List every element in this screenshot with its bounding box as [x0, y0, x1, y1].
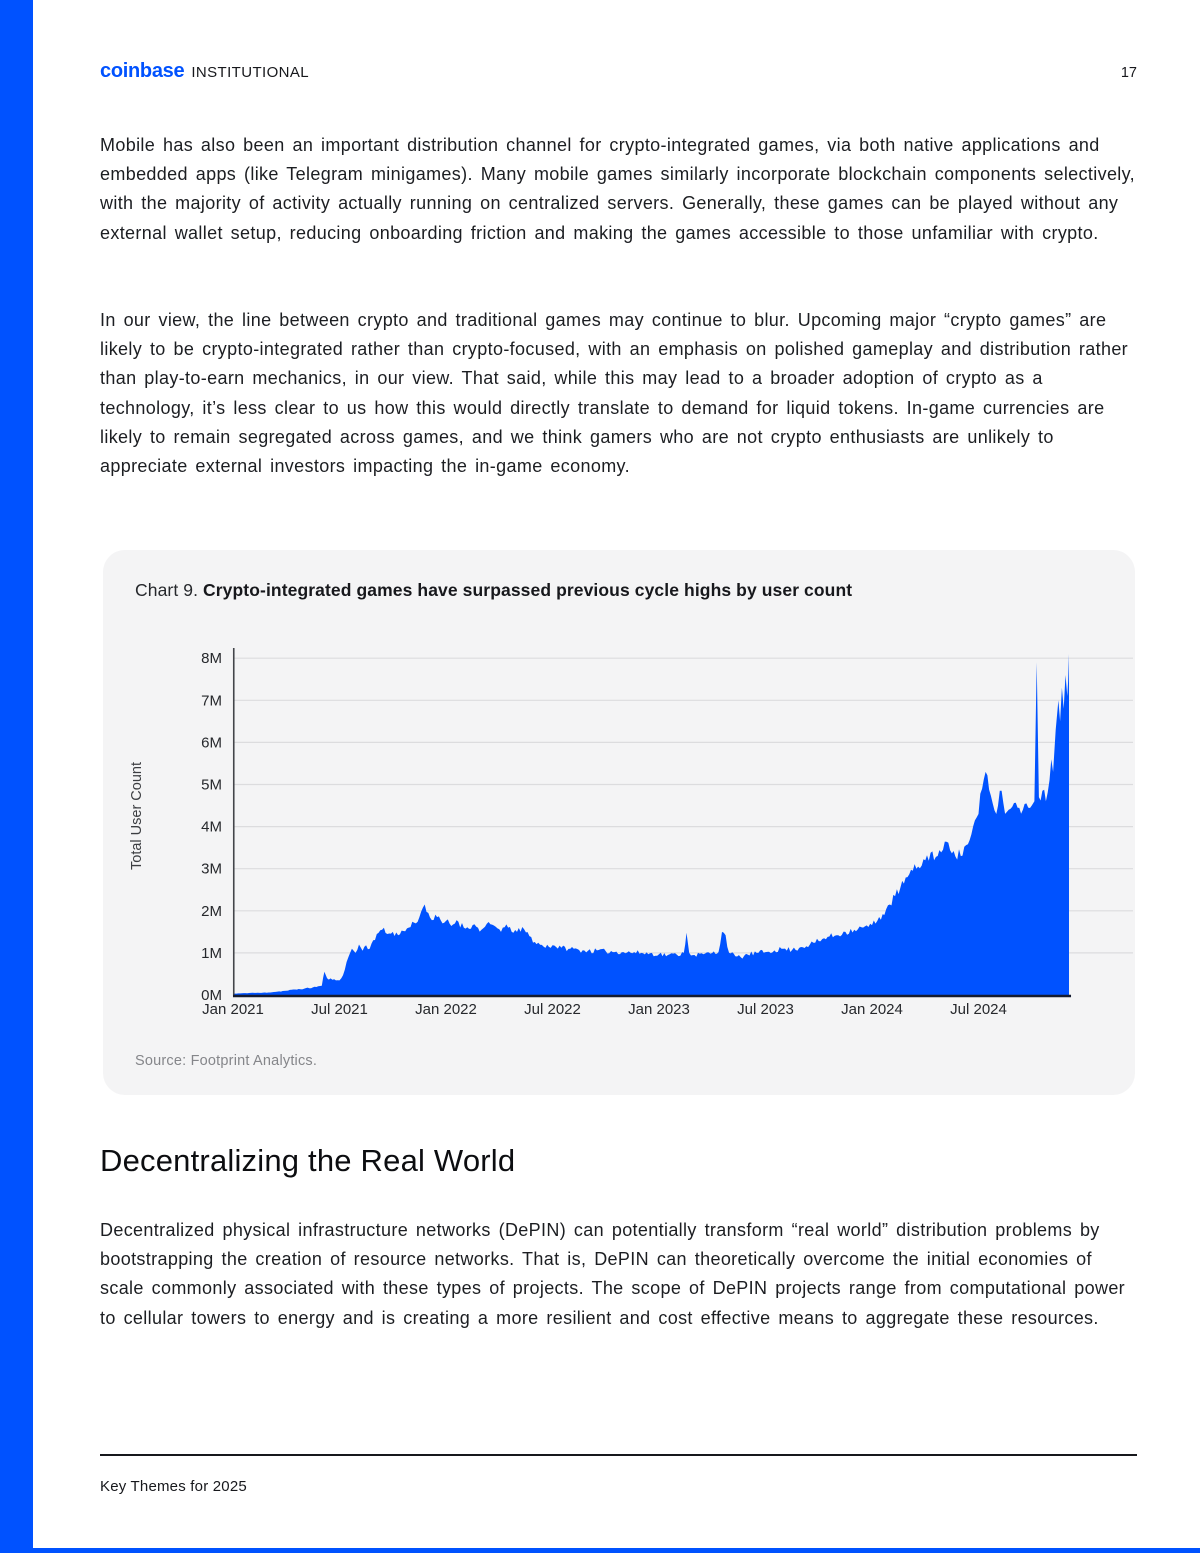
chart-title-row: Chart 9. Crypto-integrated games have su…	[135, 580, 852, 601]
total-user-count-area-chart: 0M 1M 2M 3M 4M 5M 6M 7M 8M Jan 2021 Jul 2021 Jan 20…	[129, 648, 1133, 1018]
paragraph-depin: Decentralized physical infrastructure ne…	[100, 1220, 1126, 1328]
chart-title: Crypto-integrated games have surpassed p…	[203, 580, 853, 600]
footer-title: Key Themes for 2025	[100, 1478, 247, 1495]
svg-text:Jan 2021: Jan 2021	[202, 1001, 264, 1018]
svg-text:3M: 3M	[201, 861, 222, 878]
svg-text:2M: 2M	[201, 903, 222, 920]
svg-text:6M: 6M	[201, 734, 222, 751]
chart-card: Chart 9. Crypto-integrated games have su…	[103, 550, 1135, 1095]
svg-text:7M: 7M	[201, 692, 222, 709]
svg-text:8M: 8M	[201, 650, 222, 667]
paragraph-mobile-distribution: Mobile has also been an important distri…	[100, 135, 1136, 243]
svg-text:Jul 2023: Jul 2023	[737, 1001, 794, 1018]
paragraph-crypto-games-blur: In our view, the line between crypto and…	[100, 310, 1129, 477]
bottom-accent-stripe	[0, 1548, 1200, 1553]
svg-text:Jan 2023: Jan 2023	[628, 1001, 690, 1018]
brand: coinbase INSTITUTIONAL	[100, 60, 309, 83]
svg-text:5M: 5M	[201, 777, 222, 794]
svg-text:Total User Count: Total User Count	[129, 762, 145, 870]
chart-number-label: Chart 9.	[135, 580, 199, 600]
svg-text:4M: 4M	[201, 819, 222, 836]
footer-divider	[100, 1454, 1137, 1456]
page-number: 17	[1120, 65, 1137, 81]
chart-source: Source: Footprint Analytics.	[135, 1053, 318, 1069]
svg-text:Jul 2021: Jul 2021	[311, 1001, 368, 1018]
svg-text:Jul 2022: Jul 2022	[524, 1001, 581, 1018]
svg-text:1M: 1M	[201, 945, 222, 962]
coinbase-logo: coinbase	[100, 60, 185, 82]
header: coinbase INSTITUTIONAL 17	[100, 60, 1137, 83]
section-heading-decentralizing: Decentralizing the Real World	[100, 1143, 516, 1178]
svg-text:Jul 2024: Jul 2024	[950, 1001, 1007, 1018]
svg-text:0M: 0M	[201, 987, 222, 1004]
left-accent-stripe	[0, 0, 33, 1553]
brand-suffix-label: INSTITUTIONAL	[191, 64, 310, 81]
svg-text:Jan 2024: Jan 2024	[841, 1001, 903, 1018]
svg-text:Jan 2022: Jan 2022	[415, 1001, 477, 1018]
